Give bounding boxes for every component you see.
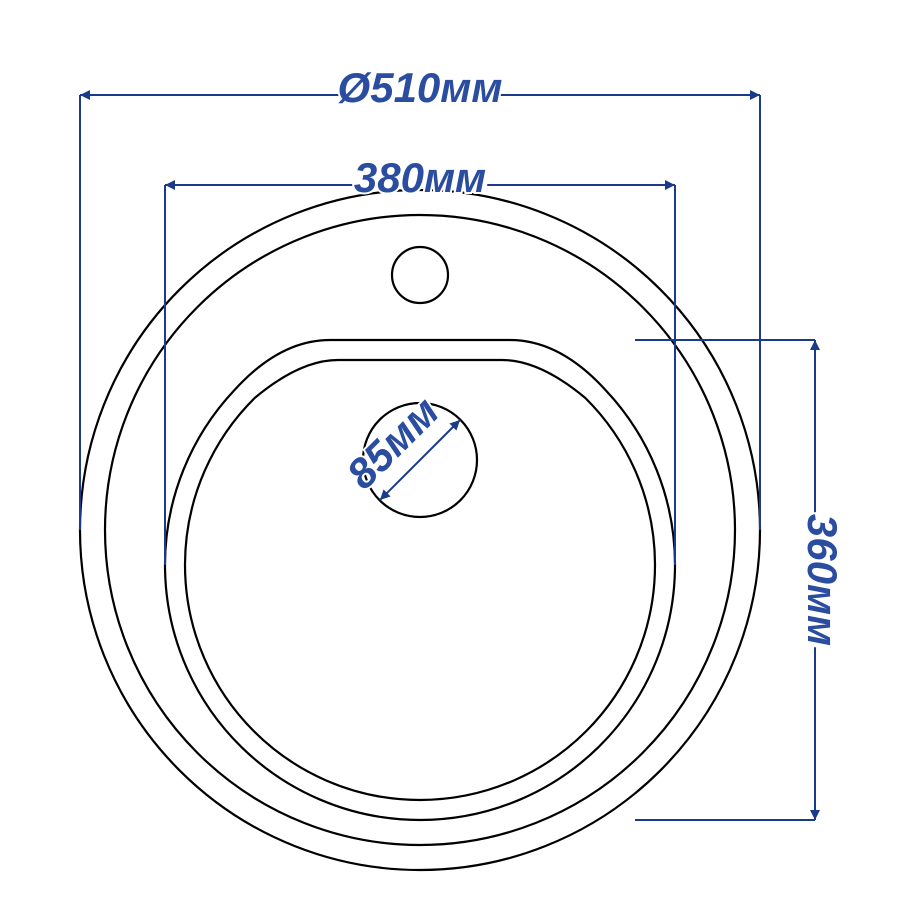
dim-bowl-height-label: 360мм: [799, 514, 846, 646]
dim-outer-diameter-label: Ø510мм: [338, 64, 503, 111]
dim-bowl-width-label: 380мм: [354, 154, 486, 201]
